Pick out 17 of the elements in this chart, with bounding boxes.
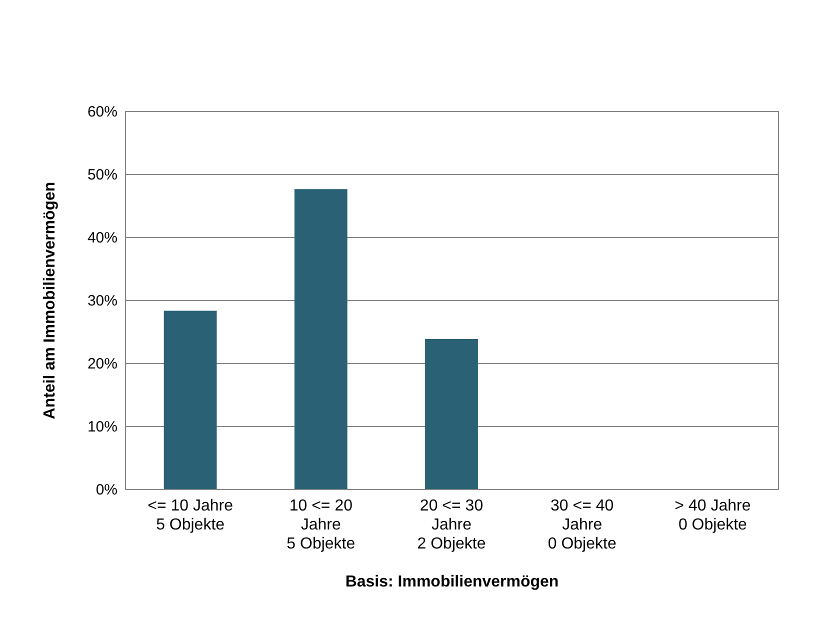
- bar: [294, 189, 348, 489]
- y-tick-label: 40%: [87, 230, 118, 246]
- y-tick-label: 60%: [87, 104, 118, 120]
- y-tick-label: 50%: [87, 166, 118, 184]
- x-tick-label: 30 <= 40 Jahre 0 Objekte: [548, 498, 616, 552]
- x-axis-title: Basis: Immobilienvermögen: [345, 574, 559, 590]
- x-tick-label: 10 <= 20 Jahre 5 Objekte: [286, 498, 356, 552]
- x-tick-label: > 40 Jahre 0 Objekte: [674, 498, 751, 534]
- x-tick-label: <= 10 Jahre 5 Objekte: [148, 498, 234, 534]
- bar: [425, 339, 478, 489]
- x-tick-label: 20 <= 30 Jahre 2 Objekte: [417, 498, 486, 552]
- y-tick-label: 30%: [87, 292, 118, 310]
- bar: [164, 310, 217, 489]
- y-tick-label: 0%: [96, 482, 118, 498]
- y-tick-label: 10%: [87, 418, 118, 436]
- y-tick-label: 20%: [87, 356, 118, 372]
- y-axis-title: Anteil am Immobilienvermögen: [41, 182, 58, 420]
